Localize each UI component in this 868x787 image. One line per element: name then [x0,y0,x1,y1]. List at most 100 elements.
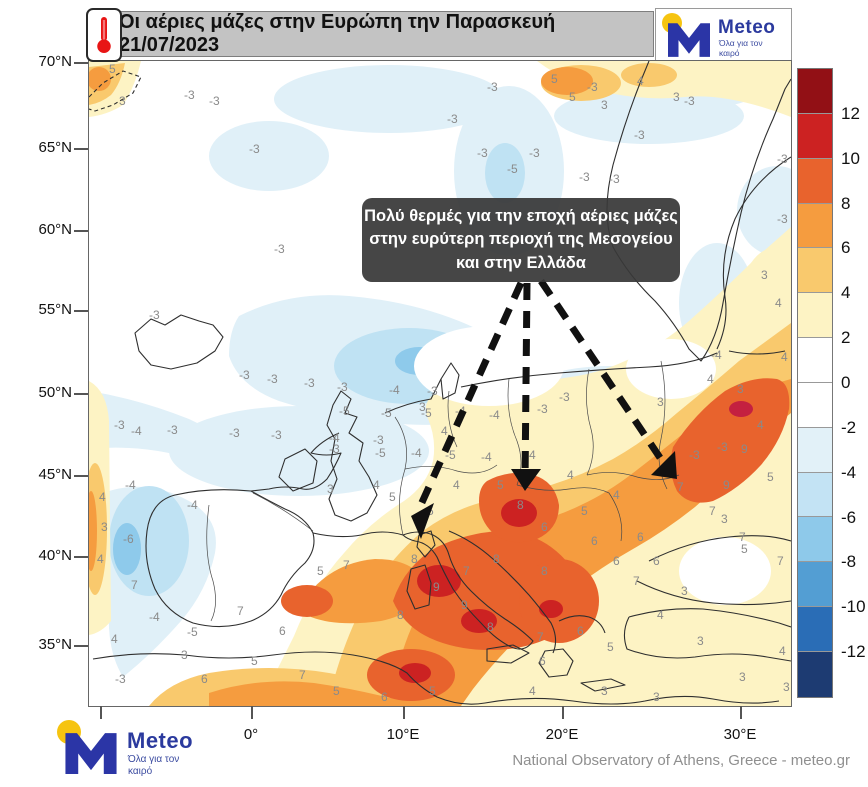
anomaly-map: -3 -3-3-3 -3-3-3-3-3 -3-5-3-3 -3-3-3-3-3 -3 -3… [89,61,791,706]
annotation-box: Πολύ θερμές για την εποχή αέριες μάζες σ… [362,198,680,282]
contour-value-label: -3 [717,440,728,454]
annotation-line-2: στην ευρύτερη περιοχή της Μεσογείου [369,230,673,249]
contour-value-label: -3 [609,172,620,186]
contour-value-label: -3 [684,94,695,108]
contour-value-label: -3 [634,128,645,142]
contour-value-label: 7 [739,530,746,544]
contour-value-label: -3 [337,380,348,394]
contour-value-label: 5 [317,564,324,578]
annotation-line-3: και στην Ελλάδα [456,253,586,272]
contour-value-label: -3 [373,433,384,447]
contour-value-label: 7 [463,564,470,578]
contour-value-label: 3 [697,634,704,648]
contour-value-label: 4 [453,478,460,492]
contour-value-label: 5 [581,504,588,518]
contour-value-label: -6 [123,532,134,546]
contour-value-label: -4 [481,450,492,464]
contour-value-label: 4 [99,490,106,504]
x-axis-tick [100,706,102,719]
contour-value-label: 7 [131,578,138,592]
contour-value-label: -4 [489,408,500,422]
contour-value-label: 4 [567,468,574,482]
contour-value-label: 7 [677,480,684,494]
contour-value-label: -5 [507,162,518,176]
logo-tagline: Όλα για τον καιρό [128,754,180,777]
contour-value-label: 4 [529,684,536,698]
colorbar-level-label: -12 [841,642,866,662]
contour-value-label: 5 [551,72,558,86]
contour-value-label: 8 [493,552,500,566]
contour-value-label: -3 [689,448,700,462]
contour-value-label: 3 [657,395,664,409]
x-axis-label: 20°E [545,726,579,743]
colorbar-level-label: 10 [841,148,860,168]
x-axis-label: 30°E [723,726,757,743]
contour-value-label: 4 [637,74,644,88]
contour-value-label: 4 [529,448,536,462]
contour-value-label: 9 [461,598,468,612]
logo-name: Meteo [127,728,194,753]
contour-value-label: -3 [487,80,498,94]
contour-value-label: 3 [673,90,680,104]
y-axis-tick [74,556,88,558]
y-axis-tick [74,62,88,64]
contour-value-label: -3 [267,372,278,386]
colorbar-segment [798,293,832,339]
y-axis-tick [74,475,88,477]
x-axis-label: 0° [243,726,259,743]
contour-value-label: -5 [375,446,386,460]
contour-value-label: 4 [441,424,448,438]
contour-value-label: 5 [251,654,258,668]
colorbar-segment [798,158,832,204]
colorbar-level-label: -2 [841,417,857,437]
contour-value-label: -3 [249,142,260,156]
colorbar-level-label: -4 [841,462,857,482]
colorbar-level-label: -10 [841,597,866,617]
x-axis-label: 10°E [386,726,420,743]
contour-value-label: 3 [783,680,790,694]
contour-value-label: -3 [304,376,315,390]
y-axis-tick [74,310,88,312]
contour-value-label: -3 [239,368,250,382]
colorbar-level-label: -8 [841,552,857,572]
contour-value-label: 7 [299,668,306,682]
contour-value-label: 6 [653,554,660,568]
contour-value-label: 5 [607,640,614,654]
contour-value-label: -4 [389,383,400,397]
colorbar-segment [798,472,832,518]
contour-value-label: -3 [209,94,220,108]
colorbar-segment [798,69,832,114]
contour-value-label: 4 [657,608,664,622]
y-axis-label: 55°N [38,301,72,318]
contour-value-label: 3 [181,648,188,662]
y-axis-tick [74,148,88,150]
colorbar-segment [798,338,832,383]
contour-value-label: -3 [114,418,125,432]
contour-value-label: -5 [339,404,350,418]
contour-value-label: 6 [591,534,598,548]
x-axis-tick [562,706,564,719]
contour-value-label: -4 [149,610,160,624]
contour-value-label: -3 [229,426,240,440]
contour-value-label: -3 [477,146,488,160]
contour-value-label: 4 [707,372,714,386]
contour-value-label: 4 [757,418,764,432]
contour-value-label: -5 [381,406,392,420]
y-axis-label: 50°N [38,384,72,401]
contour-value-label: 3 [737,382,744,396]
contour-value-label: 3 [601,98,608,112]
contour-value-label: 5 [389,490,396,504]
attribution-text: National Observatory of Athens, Greece -… [512,752,850,769]
y-axis-label: 70°N [38,53,72,70]
contour-value-label: 3 [119,94,126,108]
contour-value-label: 3 [739,670,746,684]
contour-value-label: 4 [111,632,118,646]
colorbar-level-label: 6 [841,238,851,258]
contour-value-label: -3 [777,152,788,166]
contour-value-label: 6 [201,672,208,686]
contour-value-label: -3 [427,384,438,398]
contour-value-label: -4 [711,348,722,362]
colorbar-segment [798,517,832,563]
colorbar-level-label: -6 [841,507,857,527]
colorbar-segment [798,651,832,697]
